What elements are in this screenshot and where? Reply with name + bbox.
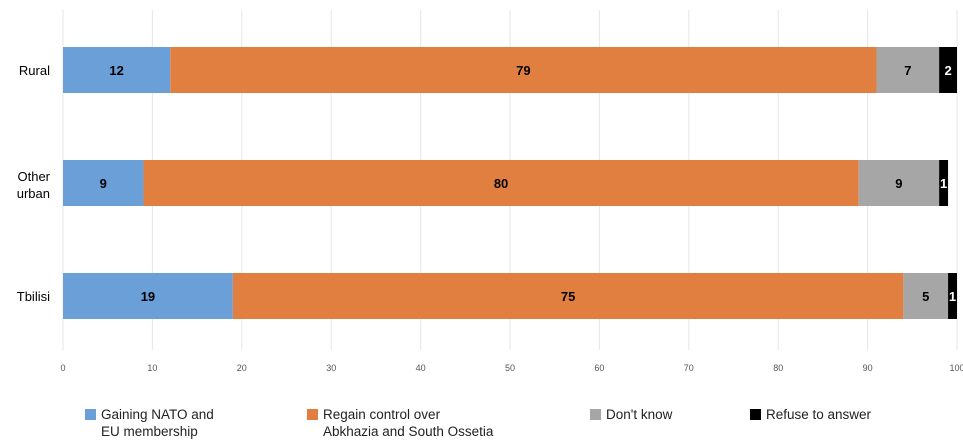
bar-tbilisi-nato-eu xyxy=(63,273,233,319)
x-tick-label-0: 0 xyxy=(60,363,65,373)
data-label-other-urban-regain-control: 80 xyxy=(494,176,508,191)
data-label-rural-nato-eu: 12 xyxy=(109,63,123,78)
legend-label-nato-eu: Gaining NATO and EU membership xyxy=(101,407,214,439)
bar-rural-nato-eu xyxy=(63,47,171,93)
legend-item-regain-control: Regain control over Abkhazia and South O… xyxy=(307,406,493,440)
bar-other-urban-dont-know xyxy=(858,160,940,206)
data-label-other-urban-nato-eu: 9 xyxy=(100,176,107,191)
data-label-tbilisi-dont-know: 5 xyxy=(922,289,929,304)
bar-rural-refuse xyxy=(939,47,957,93)
legend-swatch-refuse xyxy=(750,409,761,420)
bar-tbilisi-refuse xyxy=(948,273,957,319)
bar-tbilisi-regain-control xyxy=(232,273,904,319)
bar-other-urban-regain-control xyxy=(143,160,859,206)
legend: Gaining NATO and EU membership Regain co… xyxy=(85,406,963,444)
data-label-rural-dont-know: 7 xyxy=(904,63,911,78)
data-label-other-urban-refuse: 1 xyxy=(940,176,947,191)
legend-item-dont-know: Don't know xyxy=(590,406,672,423)
legend-label-regain-control: Regain control over Abkhazia and South O… xyxy=(323,407,494,439)
category-label-rural: Rural xyxy=(19,63,50,78)
data-label-rural-regain-control: 79 xyxy=(516,63,530,78)
x-tick-label-80: 80 xyxy=(773,363,783,373)
legend-label-refuse: Refuse to answer xyxy=(766,407,872,422)
data-label-tbilisi-refuse: 1 xyxy=(949,289,956,304)
x-tick-label-60: 60 xyxy=(594,363,604,373)
x-tick-label-20: 20 xyxy=(237,363,247,373)
x-tick-label-40: 40 xyxy=(416,363,426,373)
stacked-bar-chart: 0 10 20 30 40 50 60 70 80 90 100 Rural 12 79 7 2 Other ur… xyxy=(17,10,963,373)
data-label-other-urban-dont-know: 9 xyxy=(895,176,902,191)
legend-swatch-nato-eu xyxy=(85,409,96,420)
legend-label-dont-know: Don't know xyxy=(606,407,673,422)
category-label-other-urban: Other urban xyxy=(17,169,51,201)
legend-item-refuse: Refuse to answer xyxy=(750,406,871,423)
bar-rural-regain-control xyxy=(170,47,877,93)
x-tick-label-90: 90 xyxy=(863,363,873,373)
bar-other-urban-refuse xyxy=(939,160,949,206)
bar-other-urban-nato-eu xyxy=(63,160,144,206)
legend-swatch-regain-control xyxy=(307,409,318,420)
legend-swatch-dont-know xyxy=(590,409,601,420)
x-tick-label-30: 30 xyxy=(326,363,336,373)
data-label-tbilisi-nato-eu: 19 xyxy=(141,289,155,304)
legend-item-nato-eu: Gaining NATO and EU membership xyxy=(85,406,214,440)
x-tick-label-70: 70 xyxy=(684,363,694,373)
bar-tbilisi-dont-know xyxy=(903,273,949,319)
category-label-tbilisi: Tbilisi xyxy=(17,289,50,304)
x-tick-label-10: 10 xyxy=(147,363,157,373)
data-label-tbilisi-regain-control: 75 xyxy=(561,289,575,304)
x-tick-label-50: 50 xyxy=(505,363,515,373)
bar-rural-dont-know xyxy=(876,47,940,93)
data-label-rural-refuse: 2 xyxy=(944,63,951,78)
x-tick-label-100: 100 xyxy=(949,363,963,373)
